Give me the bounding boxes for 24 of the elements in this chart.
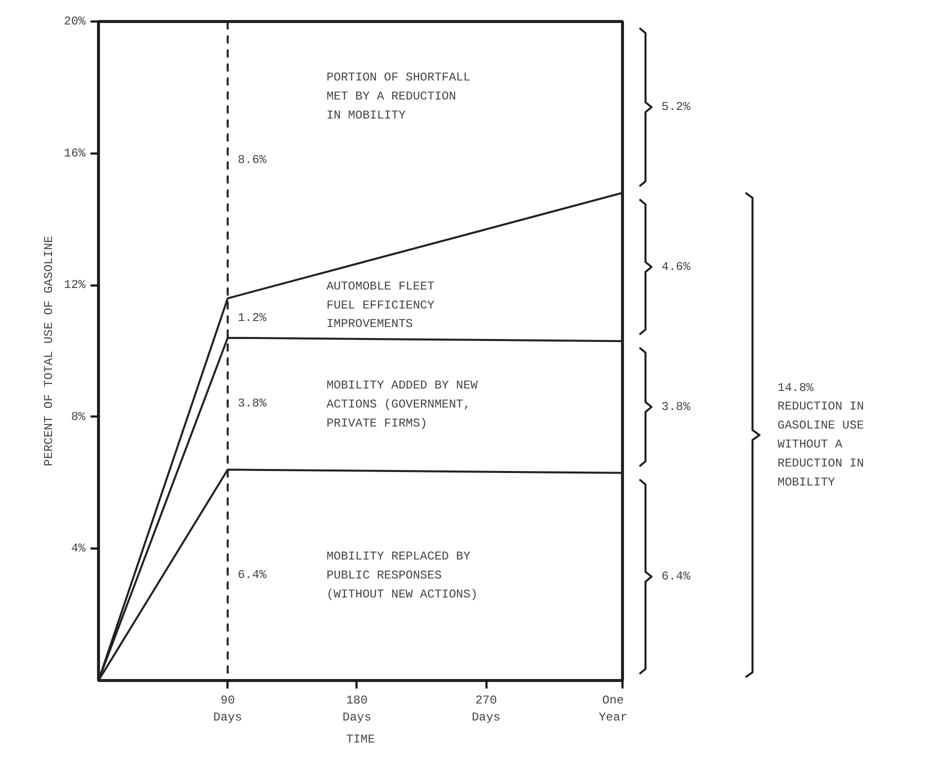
x-tick-label: One Year xyxy=(598,694,628,724)
y-tick-label: 12% xyxy=(64,278,86,292)
text: 4.6% xyxy=(662,260,692,274)
annotation: 8.6% xyxy=(238,152,268,167)
y-tick-label: 16% xyxy=(64,146,86,160)
annotation: MOBILITY REPLACED BY PUBLIC RESPONSES (WITHOUT NEW ACTIONS) xyxy=(326,550,478,602)
text: 14.8% REDUCTION IN GASOLINE USE WITHOUT A REDUCTION IN MOBILITY xyxy=(778,380,864,490)
annotation: MOBILITY ADDED BY NEW ACTIONS (GOVERNMENT, PRIVATE FIRMS) xyxy=(326,378,478,430)
annotation: 1.2% xyxy=(238,311,268,326)
y-tick-label: 20% xyxy=(64,14,86,28)
annotation: 3.8% xyxy=(238,396,268,411)
annotation: 6.4% xyxy=(238,568,268,582)
text: 6.4% xyxy=(662,570,692,584)
y-tick-label: 4% xyxy=(71,542,86,556)
y-axis-title: PERCENT OF TOTAL USE OF GASOLINE xyxy=(42,236,56,466)
x-tick-label: 180 Days xyxy=(342,694,372,724)
annotation: AUTOMOBLE FLEET FUEL EFFICIENCY IMPROVEMENTS xyxy=(326,279,434,332)
x-tick-label: 270 Days xyxy=(472,694,501,724)
x-axis-title: TIME xyxy=(346,732,375,746)
y-tick-label: 8% xyxy=(71,410,86,424)
text: 3.8% xyxy=(662,400,692,414)
annotation: PORTION OF SHORTFALL MET BY A REDUCTION IN MOBILITY xyxy=(326,70,470,123)
text: 5.2% xyxy=(662,100,692,114)
x-tick-label: 90 Days xyxy=(213,694,242,724)
